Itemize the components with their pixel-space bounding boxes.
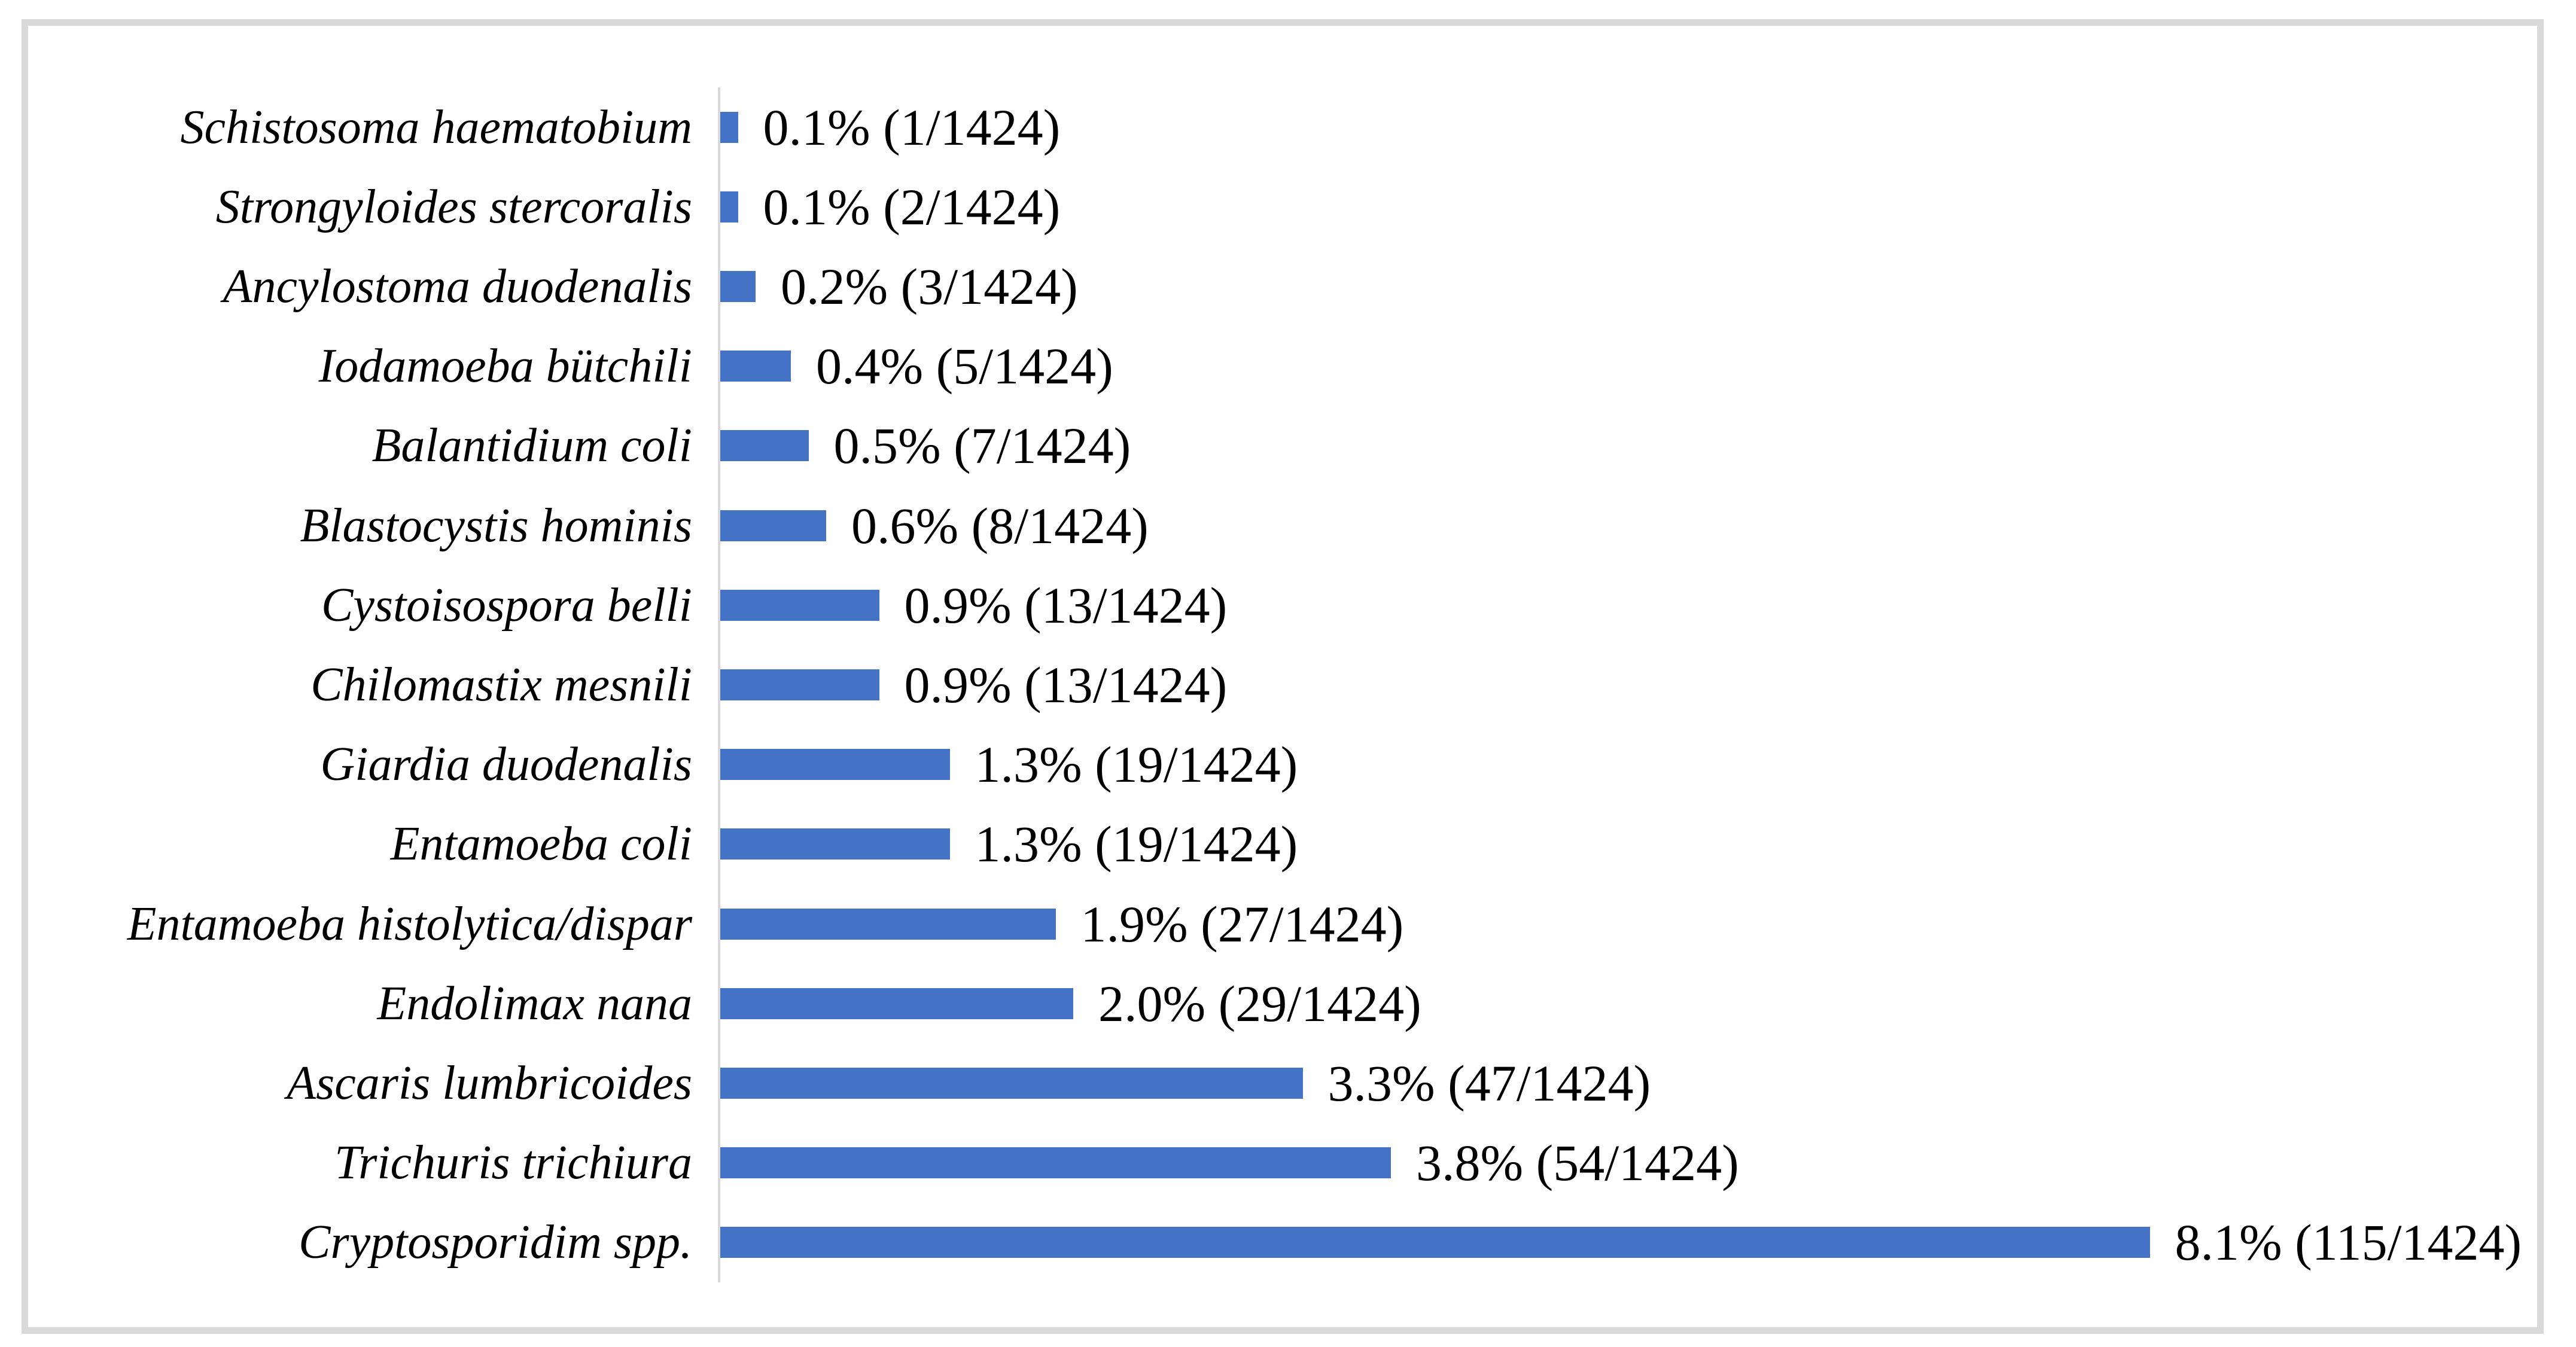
category-label: Cryptosporidim spp. [299,1216,692,1269]
bar-and-value: 8.1% (115/1424) [720,1217,2522,1268]
value-label: 3.3% (47/1424) [1327,1055,1651,1113]
bar-row: Cystoisospora belli 0.9% (13/1424) [28,565,2548,645]
category-label: Trichuris trichiura [334,1136,692,1190]
bar-and-value: 0.6% (8/1424) [720,500,1149,551]
bar-row: Balantidium coli 0.5% (7/1424) [28,406,2548,486]
bar-row: Entamoeba histolytica/dispar 1.9% (27/142… [28,884,2548,964]
bar-and-value: 0.9% (13/1424) [720,659,1227,711]
value-label: 0.9% (13/1424) [904,576,1228,634]
bar-row: Schistosoma haematobium 0.1% (1/1424) [28,87,2548,167]
bar [720,589,879,621]
bar [720,908,1056,940]
category-label: Entamoeba coli [390,818,692,871]
bar [720,111,738,143]
bar-row: Chilomastix mesnili 0.9% (13/1424) [28,645,2548,724]
value-label: 0.4% (5/1424) [816,337,1113,395]
bar-row: Ascaris lumbricoides 3.3% (47/1424) [28,1043,2548,1123]
category-label: Blastocystis hominis [300,499,692,552]
bar-and-value: 0.2% (3/1424) [720,261,1078,312]
bar-and-value: 1.3% (19/1424) [720,818,1298,870]
value-label: 0.6% (8/1424) [851,496,1149,554]
bar-and-value: 1.9% (27/1424) [720,898,1403,950]
value-label: 0.5% (7/1424) [833,417,1131,475]
bar [720,828,950,860]
bar-and-value: 2.0% (29/1424) [720,978,1421,1029]
value-label: 0.1% (1/1424) [763,98,1061,156]
value-label: 1.3% (19/1424) [975,736,1298,794]
category-label: Iodamoeba bütchili [318,340,692,393]
bar-row: Entamoeba coli 1.3% (19/1424) [28,804,2548,884]
bar [720,1147,1391,1179]
bar-and-value: 0.1% (1/1424) [720,102,1060,153]
bar [720,1068,1303,1099]
bar [720,510,826,541]
bar-row: Strongyloides stercoralis 0.1% (2/1424) [28,167,2548,246]
value-label: 3.8% (54/1424) [1416,1134,1739,1192]
bar [720,669,879,701]
bar-chart-plot-area: Schistosoma haematobium 0.1% (1/1424) Stro… [28,87,2548,1282]
bar [720,988,1073,1019]
bar [720,1227,2150,1258]
bar [720,271,756,302]
value-label: 1.3% (19/1424) [975,815,1298,873]
bar-row: Iodamoeba bütchili 0.4% (5/1424) [28,327,2548,406]
category-label: Chilomastix mesnili [310,659,692,712]
category-label: Ascaris lumbricoides [287,1057,692,1110]
bar [720,749,950,781]
value-label: 8.1% (115/1424) [2175,1214,2522,1272]
bar-row: Cryptosporidim spp. 8.1% (115/1424) [28,1203,2548,1282]
bar-and-value: 1.3% (19/1424) [720,739,1298,790]
category-label: Entamoeba histolytica/dispar [127,897,692,950]
chart-frame [22,19,2544,1334]
y-axis-line [718,87,720,1282]
category-label: Cystoisospora belli [321,578,692,632]
bar-and-value: 3.8% (54/1424) [720,1137,1739,1188]
category-label: Strongyloides stercoralis [215,180,692,233]
bar-and-value: 0.9% (13/1424) [720,580,1227,631]
category-label: Ancylostoma duodenalis [223,260,692,313]
category-label: Endolimax nana [377,977,692,1030]
category-label: Giardia duodenalis [320,738,692,791]
value-label: 0.9% (13/1424) [904,656,1228,714]
bar-row: Trichuris trichiura 3.8% (54/1424) [28,1123,2548,1203]
bar [720,351,791,382]
value-label: 2.0% (29/1424) [1098,974,1421,1032]
bar-and-value: 0.4% (5/1424) [720,340,1113,392]
category-label: Schistosoma haematobium [180,100,692,154]
bar [720,191,738,223]
bar-row: Giardia duodenalis 1.3% (19/1424) [28,725,2548,804]
bar-and-value: 0.1% (2/1424) [720,181,1060,233]
value-label: 0.2% (3/1424) [781,258,1078,315]
value-label: 0.1% (2/1424) [763,178,1061,236]
bar-and-value: 0.5% (7/1424) [720,420,1131,471]
bar-row: Blastocystis hominis 0.6% (8/1424) [28,486,2548,565]
value-label: 1.9% (27/1424) [1080,895,1404,953]
bar-row: Endolimax nana 2.0% (29/1424) [28,964,2548,1043]
bar [720,430,809,462]
category-label: Balantidium coli [372,419,692,473]
bar-row: Ancylostoma duodenalis 0.2% (3/1424) [28,246,2548,326]
bar-and-value: 3.3% (47/1424) [720,1058,1651,1109]
